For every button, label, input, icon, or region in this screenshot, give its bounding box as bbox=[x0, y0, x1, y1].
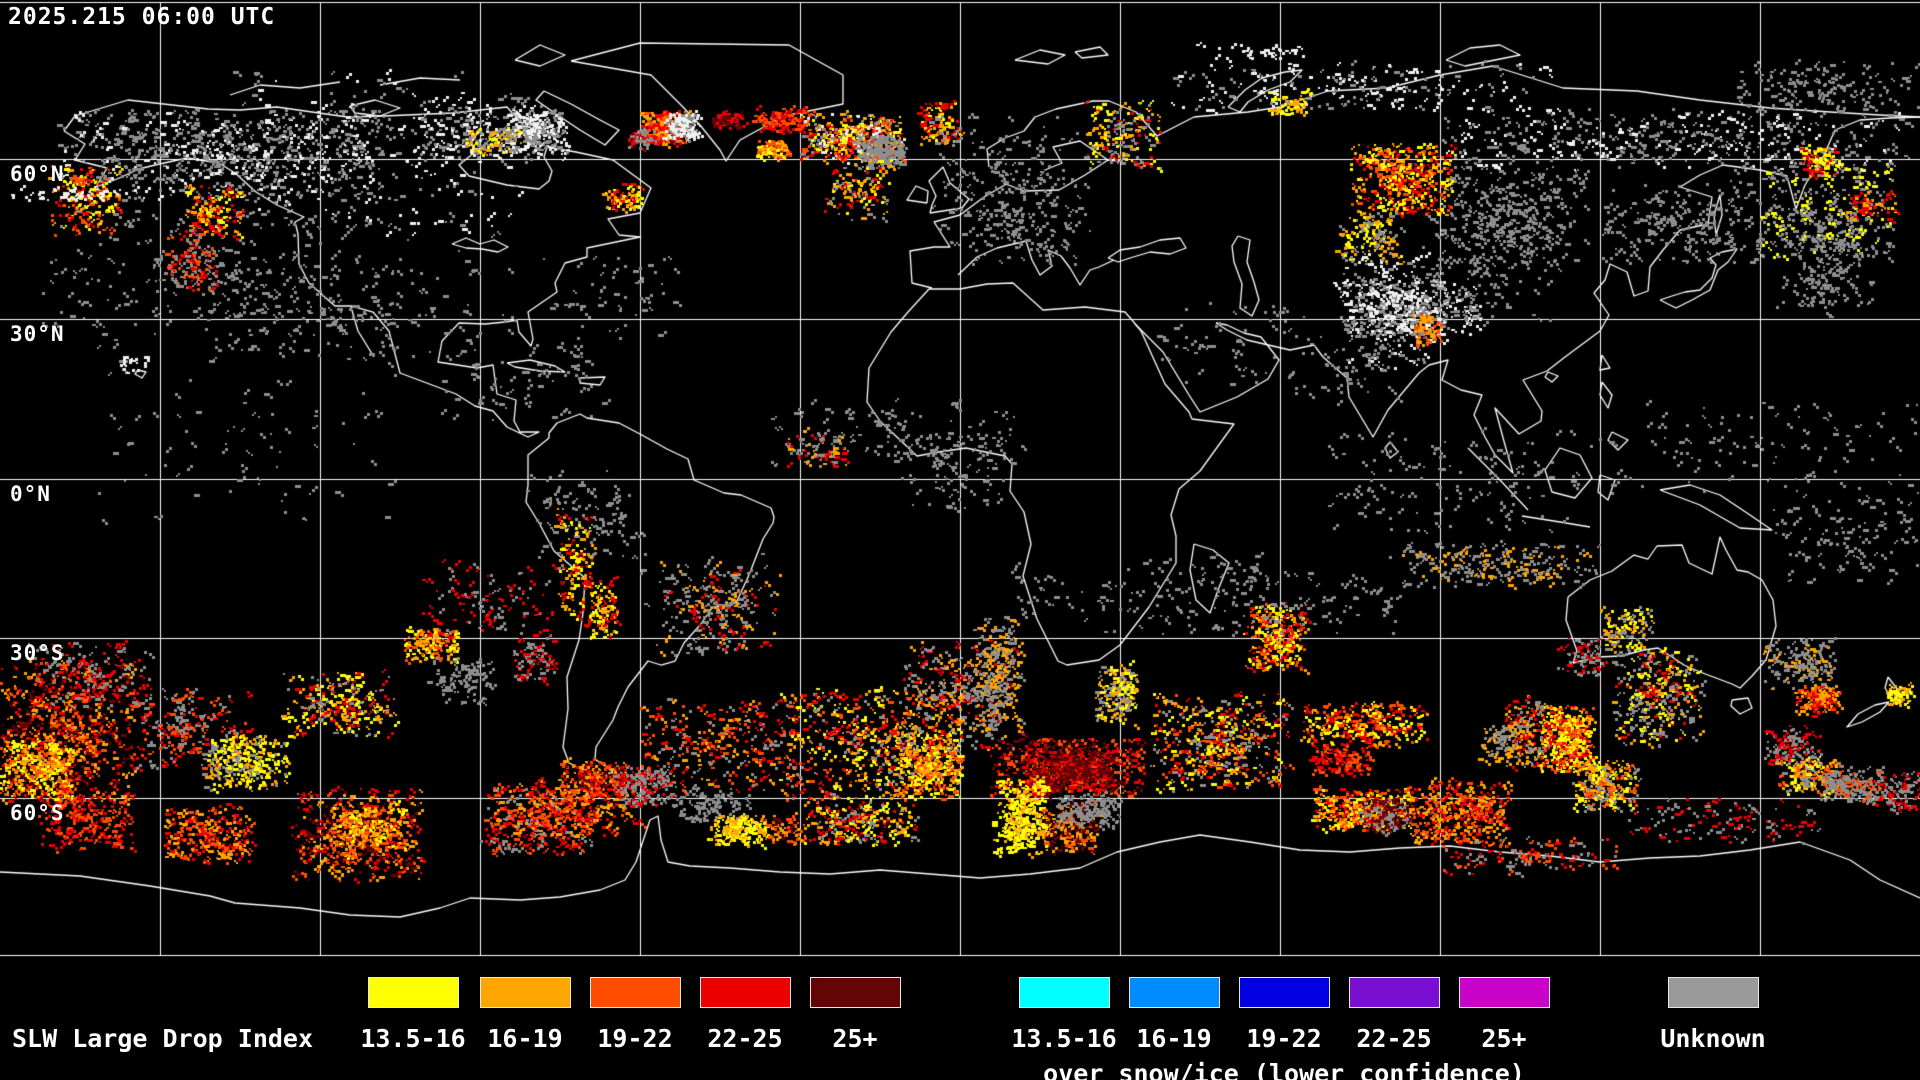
legend-label: 22-25 bbox=[1356, 1024, 1432, 1053]
lat-label-30s: 30°S bbox=[10, 641, 65, 665]
legend-swatch-19-22 bbox=[590, 977, 681, 1008]
legend-swatch-13.5-16 bbox=[368, 977, 459, 1008]
legend-label: 19-22 bbox=[597, 1024, 673, 1053]
legend-label: 25+ bbox=[1481, 1024, 1527, 1053]
legend-swatch-16-19 bbox=[480, 977, 571, 1008]
legend-label: 19-22 bbox=[1246, 1024, 1322, 1053]
legend-label: 22-25 bbox=[707, 1024, 783, 1053]
lat-label-0n: 0°N bbox=[10, 482, 51, 506]
legend-label-unknown: Unknown bbox=[1660, 1024, 1766, 1053]
legend-label: 16-19 bbox=[1136, 1024, 1212, 1053]
timestamp: 2025.215 06:00 UTC bbox=[8, 4, 276, 30]
legend-swatch-22-25 bbox=[700, 977, 791, 1008]
legend-swatch-unknown bbox=[1668, 977, 1759, 1008]
legend-snowice-caption: over snow/ice (lower confidence) bbox=[1043, 1059, 1525, 1080]
legend-label: 25+ bbox=[832, 1024, 878, 1053]
legend-swatch-snow-16-19 bbox=[1129, 977, 1220, 1008]
legend-label: 16-19 bbox=[487, 1024, 563, 1053]
lat-label-30n: 30°N bbox=[10, 322, 65, 346]
legend-swatch-snow-25plus bbox=[1459, 977, 1550, 1008]
legend-swatch-snow-19-22 bbox=[1239, 977, 1330, 1008]
legend-swatch-25plus bbox=[810, 977, 901, 1008]
lat-label-60n: 60°N bbox=[10, 162, 65, 186]
legend-swatch-snow-13.5-16 bbox=[1019, 977, 1110, 1008]
legend-title: SLW Large Drop Index bbox=[12, 1024, 314, 1053]
legend-label: 13.5-16 bbox=[1011, 1024, 1117, 1053]
lat-label-60s: 60°S bbox=[10, 801, 65, 825]
legend-label: 13.5-16 bbox=[360, 1024, 466, 1053]
legend-swatch-snow-22-25 bbox=[1349, 977, 1440, 1008]
